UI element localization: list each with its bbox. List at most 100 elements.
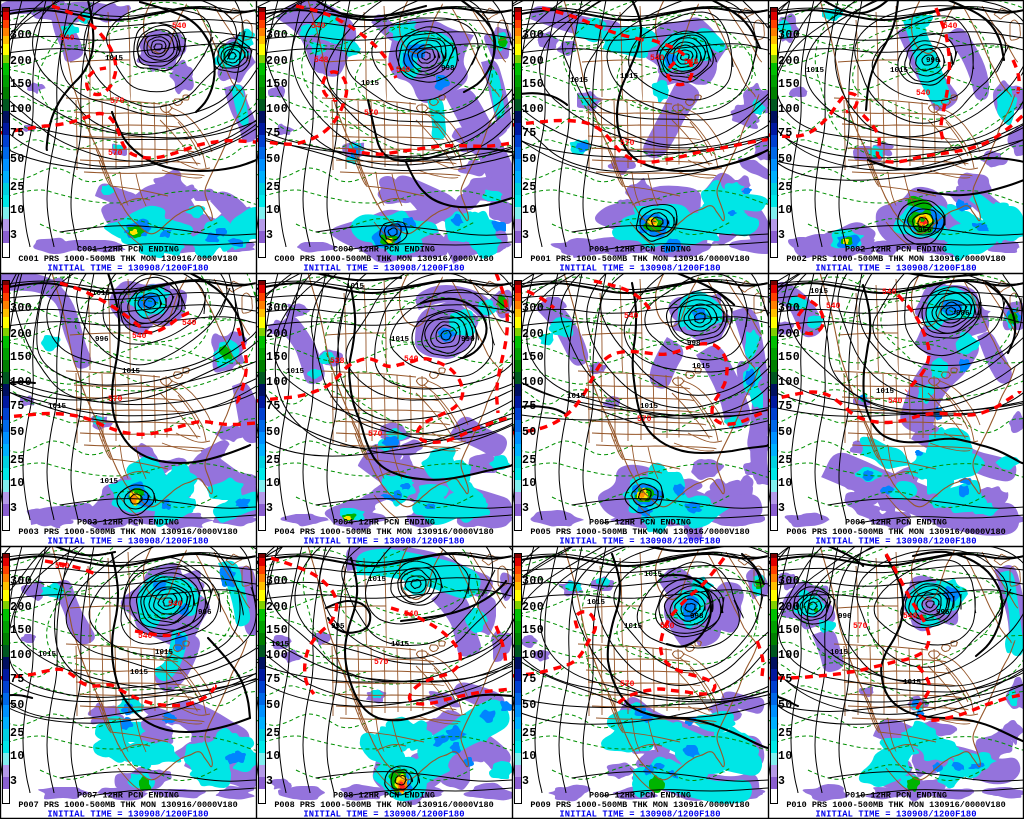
svg-text:540: 540 [882,288,897,297]
svg-text:75: 75 [10,673,25,686]
svg-text:570: 570 [364,109,379,118]
svg-text:50: 50 [522,153,537,166]
svg-text:INITIAL TIME = 130908/1200F180: INITIAL TIME = 130908/1200F180 [815,537,976,547]
svg-text:540: 540 [916,89,931,98]
svg-text:10: 10 [266,204,281,217]
svg-text:996: 996 [461,336,475,344]
svg-text:548: 548 [314,56,329,65]
svg-text:INITIAL TIME = 130908/1200F180: INITIAL TIME = 130908/1200F180 [559,537,720,547]
svg-text:3: 3 [522,502,529,515]
svg-text:INITIAL TIME = 130908/1200F180: INITIAL TIME = 130908/1200F180 [559,810,720,819]
svg-text:P004 PRS 1000-500MB THK MON 13: P004 PRS 1000-500MB THK MON 130916/0000V… [274,527,493,537]
svg-text:570: 570 [108,395,123,404]
svg-text:100: 100 [522,376,544,389]
svg-text:1015: 1015 [361,80,380,88]
svg-text:3: 3 [778,502,785,515]
svg-text:10: 10 [266,750,281,763]
svg-text:1015: 1015 [92,290,111,298]
svg-text:540: 540 [404,610,419,619]
svg-text:300: 300 [778,575,800,588]
svg-text:150: 150 [522,624,544,637]
svg-text:50: 50 [778,153,793,166]
svg-text:P001 12HR PCN ENDING: P001 12HR PCN ENDING [589,245,691,255]
svg-text:INITIAL TIME = 130908/1200F180: INITIAL TIME = 130908/1200F180 [303,810,464,819]
svg-text:986: 986 [956,310,970,318]
svg-text:100: 100 [266,376,288,389]
svg-text:150: 150 [266,624,288,637]
svg-text:75: 75 [10,127,25,140]
svg-text:P010 PRS 1000-500MB THK MON 13: P010 PRS 1000-500MB THK MON 130916/0000V… [786,800,1005,810]
svg-text:P003 PRS 1000-500MB THK MON 13: P003 PRS 1000-500MB THK MON 130916/0000V… [18,527,237,537]
svg-text:75: 75 [522,400,537,413]
svg-text:150: 150 [10,624,32,637]
svg-text:300: 300 [266,302,288,315]
svg-text:540: 540 [650,54,665,63]
svg-text:150: 150 [266,351,288,364]
svg-text:1015: 1015 [624,623,643,631]
svg-text:50: 50 [522,699,537,712]
svg-text:1015: 1015 [122,368,141,376]
svg-text:50: 50 [778,699,793,712]
svg-text:INITIAL TIME = 130908/1200F180: INITIAL TIME = 130908/1200F180 [815,810,976,819]
svg-text:100: 100 [522,103,544,116]
svg-text:10: 10 [778,750,793,763]
svg-text:540: 540 [404,355,419,364]
svg-text:1015: 1015 [48,403,67,411]
svg-text:50: 50 [10,699,25,712]
svg-text:P001 PRS 1000-500MB THK MON 13: P001 PRS 1000-500MB THK MON 130916/0000V… [530,254,749,264]
svg-text:300: 300 [10,29,32,42]
svg-text:1015: 1015 [620,73,639,81]
svg-text:1015: 1015 [830,649,849,657]
svg-text:1015: 1015 [806,67,825,75]
svg-text:INITIAL TIME = 130908/1200F180: INITIAL TIME = 130908/1200F180 [303,537,464,547]
svg-text:P009 12HR PCN ENDING: P009 12HR PCN ENDING [589,791,691,801]
svg-text:10: 10 [522,204,537,217]
svg-text:1015: 1015 [368,576,387,584]
svg-text:1015: 1015 [391,641,410,649]
svg-text:150: 150 [778,624,800,637]
svg-text:300: 300 [778,302,800,315]
svg-text:25: 25 [522,454,537,467]
svg-text:570: 570 [108,149,123,158]
svg-text:540: 540 [903,612,918,621]
svg-text:25: 25 [266,181,281,194]
svg-text:100: 100 [10,376,32,389]
svg-text:3: 3 [522,775,529,788]
svg-text:25: 25 [522,727,537,740]
svg-text:25: 25 [778,727,793,740]
svg-text:50: 50 [10,153,25,166]
svg-text:100: 100 [522,649,544,662]
svg-text:10: 10 [10,477,25,490]
svg-text:300: 300 [522,29,544,42]
svg-text:540: 540 [396,66,411,75]
svg-text:300: 300 [10,575,32,588]
svg-text:P002 12HR PCN ENDING: P002 12HR PCN ENDING [845,245,947,255]
svg-text:300: 300 [522,302,544,315]
svg-text:1015: 1015 [346,283,365,291]
svg-text:300: 300 [10,302,32,315]
svg-text:10: 10 [778,477,793,490]
svg-text:200: 200 [522,55,544,68]
svg-text:995: 995 [331,623,345,631]
svg-text:75: 75 [10,400,25,413]
svg-text:540: 540 [624,312,639,321]
svg-text:75: 75 [778,400,793,413]
svg-text:540: 540 [132,332,147,341]
svg-text:540: 540 [182,319,197,328]
svg-text:200: 200 [778,328,800,341]
svg-text:25: 25 [266,727,281,740]
svg-text:100: 100 [778,649,800,662]
svg-text:570: 570 [620,680,635,689]
svg-text:10: 10 [522,750,537,763]
svg-text:10: 10 [10,204,25,217]
svg-text:100: 100 [266,649,288,662]
svg-text:INITIAL TIME = 130908/1200F180: INITIAL TIME = 130908/1200F180 [815,264,976,274]
svg-text:998: 998 [441,65,455,73]
svg-text:25: 25 [10,454,25,467]
svg-text:1015: 1015 [567,393,586,401]
svg-text:1015: 1015 [271,641,290,649]
svg-text:50: 50 [266,699,281,712]
svg-text:INITIAL TIME = 130908/1200F180: INITIAL TIME = 130908/1200F180 [47,810,208,819]
svg-text:570: 570 [374,658,389,667]
svg-text:300: 300 [266,29,288,42]
